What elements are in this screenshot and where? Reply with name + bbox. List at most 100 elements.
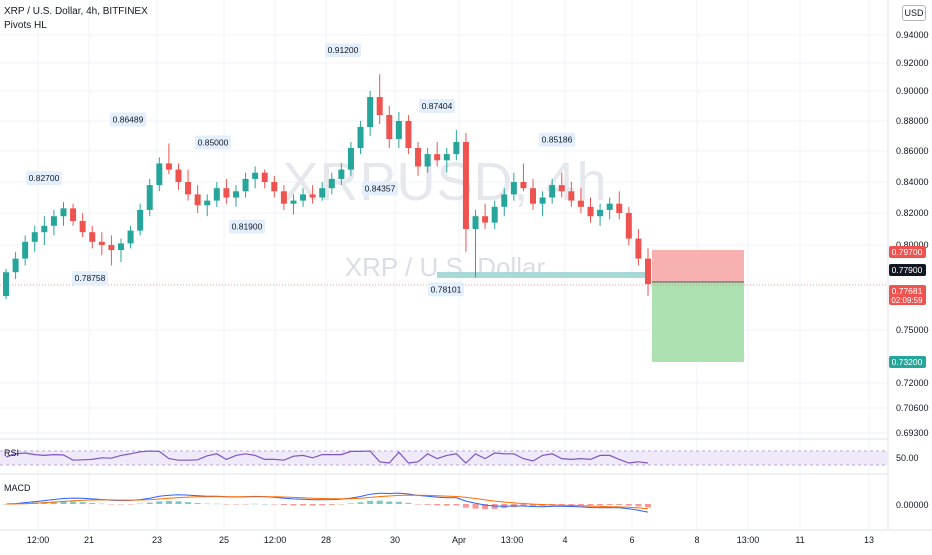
time-axis[interactable]: 12:00 21 23 25 12:00 28 30 Apr 13:00 4 6 8 13:00 11 13 (27, 535, 874, 545)
indicator-title[interactable]: Pivots HL (4, 20, 47, 31)
macd-hist-bar (395, 501, 402, 504)
macd-hist-bar (520, 504, 527, 507)
pivot-label-low: 0.84357 (362, 181, 398, 196)
macd-hist-bar (194, 503, 201, 504)
candle-body (539, 197, 546, 204)
candle-body (338, 169, 345, 179)
candle-body (434, 154, 441, 161)
price-badge-countdown: 02:09:59 (891, 296, 923, 305)
time-tick-label: 30 (390, 535, 400, 545)
currency-button[interactable]: USD (902, 5, 926, 21)
time-tick-label: 13:00 (737, 535, 760, 545)
candle-body (367, 97, 374, 127)
candle-body (252, 172, 259, 179)
macd-hist-bar (223, 504, 230, 505)
macd-hist-bar (357, 502, 364, 504)
candle-body (242, 178, 249, 192)
candle-body (309, 194, 316, 198)
macd-hist-bar (405, 502, 412, 504)
macd-hist-bar (252, 503, 259, 505)
support-line[interactable] (437, 272, 646, 278)
candle-body (165, 163, 172, 170)
price-badge-bg (889, 264, 926, 276)
candle-body (405, 121, 412, 148)
macd-hist-bar (319, 504, 326, 506)
candle-body (635, 238, 642, 259)
time-tick-label: 28 (321, 535, 331, 545)
candle-body (386, 115, 393, 139)
candle-body (472, 216, 479, 229)
macd-hist-bar (434, 504, 441, 506)
price-tick-label: 0.75000 (896, 325, 929, 335)
candle-body (290, 200, 297, 204)
price-tick-label: 0.86000 (896, 146, 929, 156)
pivot-labels: 0.82700 0.78758 0.86489 0.85000 0.81900 0.912… (26, 43, 575, 297)
macd-hist-bar (587, 504, 594, 506)
candle-body (194, 194, 201, 206)
pivot-label-high: 0.86489 (110, 112, 146, 127)
macd-hist-bar (290, 504, 297, 506)
entry-price-badge: 0.77900 (889, 264, 926, 276)
pivot-label-low: 0.81900 (229, 219, 265, 234)
chart-header: XRP / U.S. Dollar, 4h, BITFINEX Pivots H… (4, 5, 148, 33)
macd-hist-bar (424, 504, 431, 505)
price-tick-label: 0.80000 (896, 240, 929, 250)
candle-body (453, 142, 460, 155)
macd-hist-bar (367, 500, 374, 504)
candle-body (127, 230, 134, 244)
pivot-label-low: 0.78758 (72, 271, 108, 286)
target-price-badge: 0.73200 (889, 356, 926, 368)
price-tick-label: 0.70600 (896, 403, 929, 413)
symbol-title[interactable]: XRP / U.S. Dollar, 4h, BITFINEX (4, 6, 148, 17)
candle-body (3, 272, 9, 296)
price-tick-label: 0.92000 (896, 58, 929, 68)
candle-body (223, 188, 230, 198)
macd-label: MACD (4, 483, 31, 493)
candle-body (41, 225, 48, 233)
candle-body (645, 258, 651, 285)
macd-hist-bar (443, 504, 450, 506)
take-profit-zone[interactable] (652, 282, 744, 362)
candle-body (60, 208, 67, 217)
price-badge-text: 0.73200 (892, 357, 923, 367)
macd-hist-bar (625, 504, 632, 506)
candle-body (185, 182, 192, 195)
macd-hist-bar (635, 504, 642, 507)
macd-hist-bar (70, 501, 77, 504)
pivot-label-text: 0.86489 (113, 115, 144, 125)
candle-body (520, 182, 527, 189)
candle-body (261, 172, 268, 182)
pivot-label-text: 0.84357 (365, 183, 396, 193)
candle-body (70, 208, 77, 221)
price-tick-label: 0.88000 (896, 116, 929, 126)
candle-body (146, 185, 153, 210)
candle-body (204, 200, 211, 206)
pivot-label-high: 0.87404 (419, 98, 455, 113)
macd-hist-bar (616, 504, 623, 505)
price-axis[interactable]: 0.94000 0.92000 0.90000 0.88000 0.86000 0.840… (896, 30, 929, 438)
price-badge-text: 0.79700 (892, 247, 923, 257)
time-tick-label: 11 (795, 535, 804, 545)
candle-body (175, 169, 182, 182)
candle-body (79, 221, 86, 233)
price-tick-label: 0.94000 (896, 30, 929, 40)
macd-hist-bar (60, 501, 67, 504)
candle-body (137, 209, 144, 231)
time-tick-label: 13 (864, 535, 874, 545)
time-tick-label: 23 (152, 535, 162, 545)
candle-body (510, 182, 517, 195)
time-tick-label: 25 (219, 535, 229, 545)
candle-body (328, 178, 335, 189)
macd-hist-bar (175, 501, 182, 504)
candle-body (616, 203, 623, 213)
macd-level-label: 0.00000 (896, 500, 929, 510)
candle-body (347, 148, 354, 170)
macd-hist-bar (117, 504, 124, 505)
stop-loss-zone[interactable] (652, 250, 744, 282)
pivot-label-bg (428, 282, 464, 297)
time-tick-label: 12:00 (264, 535, 287, 545)
macd-hist-bar (597, 504, 604, 506)
